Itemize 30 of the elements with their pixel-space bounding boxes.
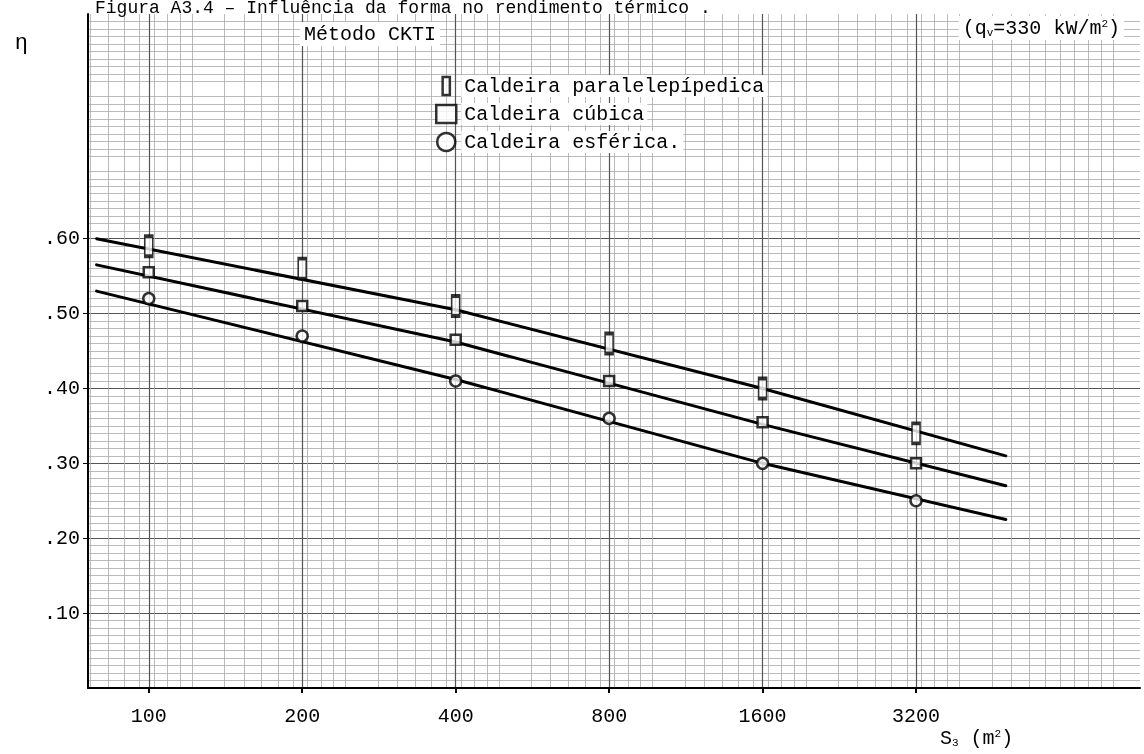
point — [602, 411, 616, 426]
point — [602, 374, 616, 388]
point — [295, 299, 309, 313]
y-tick-label: .30 — [43, 451, 80, 475]
x-tick-label: 800 — [591, 704, 628, 728]
y-tick-label: .40 — [43, 376, 80, 400]
point — [142, 266, 156, 279]
legend-label: Caldeira esférica. — [464, 130, 681, 154]
x-tick-label: 3200 — [892, 704, 941, 728]
x-tick-label: 100 — [130, 704, 167, 728]
point — [142, 291, 156, 306]
point — [295, 329, 309, 343]
y-axis-title: η — [14, 30, 28, 56]
x-tick-label: 200 — [284, 704, 321, 728]
point — [909, 457, 923, 470]
point — [448, 374, 463, 388]
legend-label: Caldeira cúbica — [464, 102, 645, 126]
chart-title: Figura A3.4 – Influência da forma no rendimento térmico . — [95, 0, 711, 18]
point — [755, 456, 770, 471]
y-tick-label: .60 — [43, 227, 80, 251]
annotation: Método CKTI — [304, 22, 437, 46]
y-tick-label: .20 — [43, 526, 80, 550]
x-tick-label: 400 — [437, 704, 474, 728]
y-tick-label: .50 — [43, 302, 80, 326]
x-tick-label: 1600 — [738, 704, 787, 728]
point — [909, 494, 923, 508]
y-tick-label: .10 — [43, 601, 80, 625]
legend-label: Caldeira paralelepípedica — [464, 74, 765, 98]
point — [449, 333, 462, 347]
point — [756, 415, 769, 429]
